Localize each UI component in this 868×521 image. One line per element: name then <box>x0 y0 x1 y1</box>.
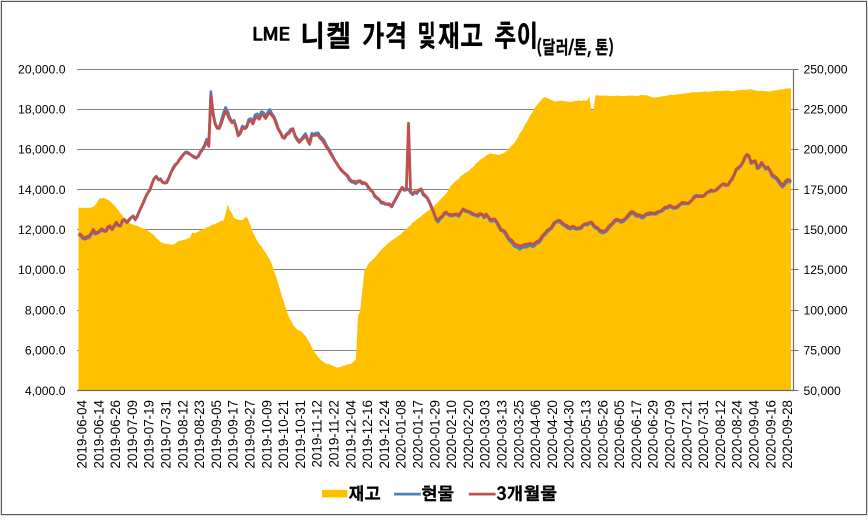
svg-text:2020-02-10: 2020-02-10 <box>444 400 459 469</box>
svg-text:2020-09-04: 2020-09-04 <box>747 399 762 468</box>
svg-text:2019-12-24: 2019-12-24 <box>377 399 392 468</box>
svg-text:200,000: 200,000 <box>804 143 848 157</box>
svg-text:75,000: 75,000 <box>804 344 841 358</box>
svg-text:2019-11-12: 2019-11-12 <box>310 400 325 468</box>
svg-text:2020-03-13: 2020-03-13 <box>495 400 510 469</box>
svg-text:2020-03-03: 2020-03-03 <box>478 400 493 469</box>
svg-text:2020-09-28: 2020-09-28 <box>780 400 795 469</box>
svg-text:2020-08-24: 2020-08-24 <box>730 399 745 468</box>
svg-text:2020-05-13: 2020-05-13 <box>579 400 594 469</box>
svg-text:2019-06-04: 2019-06-04 <box>75 399 90 468</box>
svg-text:2019-06-14: 2019-06-14 <box>91 399 106 468</box>
svg-text:2020-04-20: 2020-04-20 <box>545 400 560 469</box>
svg-text:2020-06-17: 2020-06-17 <box>629 400 644 469</box>
svg-text:2020-07-21: 2020-07-21 <box>679 400 694 469</box>
svg-text:2019-12-16: 2019-12-16 <box>360 400 375 469</box>
svg-text:175,000: 175,000 <box>804 183 848 197</box>
svg-text:2020-05-26: 2020-05-26 <box>595 400 610 469</box>
svg-text:8,000.0: 8,000.0 <box>25 303 66 317</box>
svg-text:2020-03-25: 2020-03-25 <box>511 400 526 469</box>
svg-text:2020-06-05: 2020-06-05 <box>612 400 627 469</box>
svg-text:50,000: 50,000 <box>804 384 841 398</box>
svg-text:2019-10-21: 2019-10-21 <box>276 400 291 469</box>
svg-text:2019-10-09: 2019-10-09 <box>259 400 274 469</box>
svg-text:2020-07-31: 2020-07-31 <box>696 400 711 469</box>
svg-text:2019-12-04: 2019-12-04 <box>343 399 358 468</box>
svg-text:2019-07-31: 2019-07-31 <box>159 400 174 469</box>
svg-text:18,000.0: 18,000.0 <box>18 102 66 116</box>
svg-text:14,000.0: 14,000.0 <box>18 183 66 197</box>
svg-text:4,000.0: 4,000.0 <box>25 384 66 398</box>
svg-text:2020-01-08: 2020-01-08 <box>394 400 409 469</box>
svg-text:2019-11-22: 2019-11-22 <box>327 400 342 468</box>
svg-text:2019-09-05: 2019-09-05 <box>209 400 224 469</box>
svg-text:2020-09-16: 2020-09-16 <box>763 400 778 469</box>
svg-text:2019-09-27: 2019-09-27 <box>243 400 258 469</box>
svg-text:16,000.0: 16,000.0 <box>18 143 66 157</box>
svg-text:2019-10-31: 2019-10-31 <box>293 400 308 469</box>
svg-text:2020-06-29: 2020-06-29 <box>646 400 661 469</box>
svg-text:2019-09-17: 2019-09-17 <box>226 400 241 469</box>
svg-text:2019-08-23: 2019-08-23 <box>192 400 207 469</box>
svg-text:12,000.0: 12,000.0 <box>18 223 66 237</box>
svg-text:20,000.0: 20,000.0 <box>18 62 66 76</box>
svg-text:100,000: 100,000 <box>804 303 848 317</box>
svg-text:10,000.0: 10,000.0 <box>18 263 66 277</box>
svg-text:2019-07-09: 2019-07-09 <box>125 400 140 469</box>
svg-text:2019-07-19: 2019-07-19 <box>142 400 157 469</box>
svg-text:2019-08-12: 2019-08-12 <box>175 400 190 469</box>
svg-text:150,000: 150,000 <box>804 223 848 237</box>
svg-text:2020-07-09: 2020-07-09 <box>663 400 678 469</box>
svg-text:2020-01-29: 2020-01-29 <box>427 400 442 469</box>
svg-text:125,000: 125,000 <box>804 263 848 277</box>
svg-text:2020-01-17: 2020-01-17 <box>411 400 426 469</box>
svg-text:2020-08-12: 2020-08-12 <box>713 400 728 469</box>
svg-text:2020-04-06: 2020-04-06 <box>528 400 543 469</box>
svg-text:2020-04-30: 2020-04-30 <box>562 400 577 469</box>
svg-text:225,000: 225,000 <box>804 102 848 116</box>
svg-text:250,000: 250,000 <box>804 62 848 76</box>
svg-text:6,000.0: 6,000.0 <box>25 344 66 358</box>
svg-text:2019-06-26: 2019-06-26 <box>108 400 123 469</box>
svg-text:2020-02-20: 2020-02-20 <box>461 400 476 469</box>
